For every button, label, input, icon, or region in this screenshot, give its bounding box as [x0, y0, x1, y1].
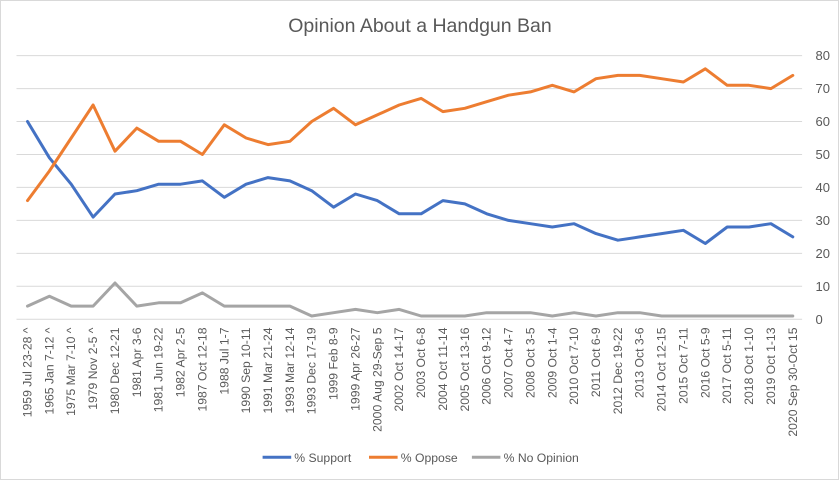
svg-text:1991 Mar 21-24: 1991 Mar 21-24: [261, 327, 275, 413]
svg-text:1980 Dec 12-21: 1980 Dec 12-21: [108, 327, 122, 414]
svg-text:1981 Apr 3-6: 1981 Apr 3-6: [130, 327, 144, 397]
svg-text:1959 Jul 23-28 ^: 1959 Jul 23-28 ^: [21, 327, 35, 417]
svg-text:70: 70: [816, 81, 830, 96]
svg-text:1993 Mar 12-14: 1993 Mar 12-14: [283, 327, 297, 413]
svg-text:2005 Oct 13-16: 2005 Oct 13-16: [458, 327, 472, 411]
svg-text:1988 Jul 1-7: 1988 Jul 1-7: [217, 327, 231, 394]
svg-text:2014 Oct 12-15: 2014 Oct 12-15: [655, 327, 669, 411]
svg-text:80: 80: [816, 48, 830, 63]
svg-text:2016 Oct 5-9: 2016 Oct 5-9: [698, 327, 712, 398]
svg-text:% Support: % Support: [294, 451, 352, 465]
svg-text:20: 20: [816, 246, 830, 261]
svg-text:1990 Sep 10-11: 1990 Sep 10-11: [239, 327, 253, 413]
svg-text:2000 Aug 29-Sep 5: 2000 Aug 29-Sep 5: [370, 327, 384, 432]
svg-text:1982 Apr 2-5: 1982 Apr 2-5: [174, 327, 188, 397]
svg-text:30: 30: [816, 213, 830, 228]
svg-text:10: 10: [816, 279, 830, 294]
svg-text:% Oppose: % Oppose: [401, 451, 458, 465]
svg-text:1979 Nov 2-5 ^: 1979 Nov 2-5 ^: [86, 327, 100, 410]
svg-text:1965 Jan 7-12 ^: 1965 Jan 7-12 ^: [42, 327, 56, 414]
svg-text:2012 Dec 19-22: 2012 Dec 19-22: [611, 327, 625, 414]
svg-text:2018 Oct 1-10: 2018 Oct 1-10: [742, 327, 756, 404]
svg-text:1987 Oct 12-18: 1987 Oct 12-18: [195, 327, 209, 411]
svg-text:50: 50: [816, 147, 830, 162]
svg-text:1981 Jun 19-22: 1981 Jun 19-22: [152, 327, 166, 412]
svg-text:1999 Apr 26-27: 1999 Apr 26-27: [349, 327, 363, 411]
svg-text:% No Opinion: % No Opinion: [504, 451, 579, 465]
svg-text:2003 Oct 6-8: 2003 Oct 6-8: [414, 327, 428, 398]
svg-text:1993 Dec 17-19: 1993 Dec 17-19: [305, 327, 319, 414]
svg-text:2010 Oct 7-10: 2010 Oct 7-10: [567, 327, 581, 404]
svg-text:0: 0: [816, 312, 823, 327]
svg-text:2006 Oct 9-12: 2006 Oct 9-12: [480, 327, 494, 404]
svg-text:Opinion About a Handgun Ban: Opinion About a Handgun Ban: [288, 15, 551, 37]
svg-text:2007 Oct 4-7: 2007 Oct 4-7: [502, 327, 516, 398]
svg-text:1999 Feb 8-9: 1999 Feb 8-9: [327, 327, 341, 400]
svg-text:40: 40: [816, 180, 830, 195]
svg-text:2015 Oct 7-11: 2015 Oct 7-11: [676, 327, 690, 404]
svg-text:60: 60: [816, 114, 830, 129]
svg-text:2011 Oct 6-9: 2011 Oct 6-9: [589, 327, 603, 397]
svg-text:2019 Oct 1-13: 2019 Oct 1-13: [764, 327, 778, 404]
svg-text:2008 Oct 3-5: 2008 Oct 3-5: [523, 327, 537, 398]
svg-text:2013 Oct 3-6: 2013 Oct 3-6: [633, 327, 647, 398]
svg-text:2020 Sep 30-Oct 15: 2020 Sep 30-Oct 15: [786, 327, 800, 436]
svg-text:1975 Mar 7-10 ^: 1975 Mar 7-10 ^: [64, 327, 78, 416]
svg-text:2002 Oct 14-17: 2002 Oct 14-17: [392, 327, 406, 411]
svg-text:2009 Oct 1-4: 2009 Oct 1-4: [545, 327, 559, 398]
svg-text:2004 Oct 11-14: 2004 Oct 11-14: [436, 327, 450, 410]
svg-text:2017 Oct 5-11: 2017 Oct 5-11: [720, 327, 734, 404]
